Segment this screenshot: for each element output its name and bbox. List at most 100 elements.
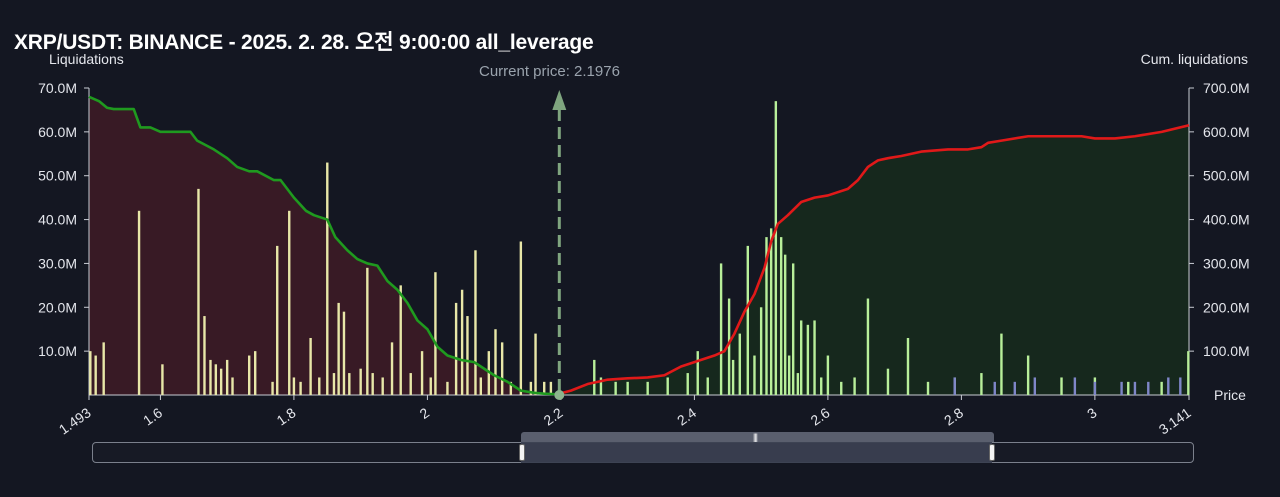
short-liquidation-bar: [94, 355, 97, 395]
short-liquidation-bar: [519, 241, 523, 395]
long-liquidation-bar: [791, 263, 795, 395]
long-liquidation-bar: [727, 298, 731, 395]
long-liquidation-bar: [926, 381, 930, 395]
short-liquidation-bar: [271, 381, 274, 395]
small-liquidation-bar: [1147, 381, 1150, 395]
small-liquidation-bar: [993, 381, 996, 395]
short-liquidation-bar: [102, 342, 105, 395]
long-liquidation-bar: [840, 381, 843, 395]
current-price-label: Current price: 2.1976: [479, 63, 620, 80]
long-liquidation-bar: [906, 337, 910, 395]
right-tick-label: 400.0M: [1203, 212, 1250, 228]
cum-short-area: [89, 96, 560, 396]
long-liquidation-bar: [783, 254, 787, 395]
short-liquidation-bar: [225, 359, 229, 395]
long-liquidation-bar: [1060, 377, 1063, 395]
long-liquidation-bar: [759, 307, 763, 395]
small-liquidation-bar: [953, 377, 956, 395]
range-start-handle[interactable]: [519, 444, 525, 461]
small-liquidation-bar: [1133, 381, 1137, 395]
long-liquidation-bar: [599, 377, 603, 395]
short-liquidation-bar: [254, 351, 257, 395]
long-liquidation-bar: [753, 355, 756, 395]
x-tick-label: 2.6: [807, 404, 832, 428]
x-tick-label: 3.141: [1156, 404, 1194, 437]
small-liquidation-bar: [1120, 381, 1123, 395]
small-liquidation-bar: [1179, 377, 1182, 395]
long-liquidation-bar: [866, 298, 870, 395]
right-axis-title: Cum. liquidations: [1140, 51, 1248, 67]
chart-title: XRP/USDT: BINANCE - 2025. 2. 28. 오전 9:00…: [14, 31, 594, 54]
long-liquidation-bar: [731, 359, 735, 395]
left-axis-title: Liquidations: [49, 51, 124, 67]
long-liquidation-bar: [1000, 333, 1003, 395]
short-liquidation-bar: [371, 373, 374, 395]
short-liquidation-bar: [332, 373, 336, 395]
long-liquidation-bar: [813, 320, 816, 395]
left-tick-label: 30.0M: [38, 255, 77, 271]
x-tick-label: 2: [417, 404, 433, 422]
short-liquidation-bar: [529, 381, 533, 395]
long-liquidation-bar: [774, 101, 778, 396]
long-liquidation-bar: [1187, 351, 1190, 395]
left-tick-label: 10.0M: [38, 343, 77, 359]
range-selection-window[interactable]: [521, 442, 992, 463]
x-tick-label: 1.6: [140, 404, 165, 428]
small-liquidation-bar: [1033, 377, 1037, 395]
short-liquidation-bar: [299, 381, 302, 395]
short-liquidation-bar: [420, 351, 424, 395]
short-liquidation-bar: [161, 364, 164, 395]
short-liquidation-bar: [466, 316, 469, 395]
long-liquidation-bar: [719, 263, 723, 395]
right-tick-label: 700.0M: [1203, 80, 1250, 96]
short-liquidation-bar: [348, 373, 351, 395]
right-tick-label: 500.0M: [1203, 168, 1250, 184]
x-tick-label: 1.8: [274, 404, 299, 428]
x-tick-label: 2.8: [941, 404, 966, 428]
long-liquidation-bar: [769, 228, 773, 395]
right-tick-label: 200.0M: [1203, 299, 1250, 315]
left-tick-label: 40.0M: [38, 212, 77, 228]
short-liquidation-bar: [500, 342, 504, 395]
left-tick-label: 70.0M: [38, 80, 77, 96]
long-liquidation-bar: [853, 377, 856, 395]
left-tick-label: 50.0M: [38, 168, 77, 184]
long-liquidation-bar: [626, 381, 629, 395]
short-liquidation-bar: [494, 329, 497, 395]
short-liquidation-bar: [309, 337, 312, 395]
short-liquidation-bar: [409, 373, 412, 395]
long-liquidation-bar: [1127, 381, 1130, 395]
small-liquidation-bar: [1073, 377, 1077, 395]
short-liquidation-bar: [359, 368, 362, 395]
long-liquidation-bar: [686, 373, 689, 395]
cum-short-line: [88, 95, 560, 397]
long-liquidation-bar: [696, 351, 699, 395]
short-liquidation-bar: [381, 377, 384, 395]
short-liquidation-bar: [231, 377, 234, 395]
short-liquidation-bar: [543, 381, 546, 395]
right-tick-label: 100.0M: [1203, 343, 1250, 359]
short-liquidation-bar: [276, 245, 279, 395]
long-liquidation-bar: [826, 355, 830, 395]
short-liquidation-bar: [534, 333, 537, 395]
left-tick-label: 20.0M: [38, 299, 77, 315]
long-liquidation-bar: [820, 377, 823, 395]
x-axis-title: Price: [1214, 387, 1246, 403]
x-tick-label: 2.4: [674, 404, 699, 428]
right-tick-label: 300.0M: [1203, 255, 1250, 271]
range-end-handle[interactable]: [989, 444, 995, 461]
range-drag-grip[interactable]: [521, 432, 994, 442]
small-liquidation-bar: [1167, 377, 1170, 395]
long-liquidation-bar: [806, 324, 810, 395]
grip-dots-icon: |||: [753, 432, 758, 442]
long-liquidation-bar: [886, 368, 890, 395]
long-liquidation-bar: [646, 381, 649, 395]
small-liquidation-bar: [1013, 381, 1016, 395]
long-liquidation-bar: [1160, 381, 1163, 395]
x-tick-label: 1.493: [56, 404, 94, 437]
short-liquidation-bar: [390, 342, 394, 395]
long-liquidation-bar: [765, 237, 768, 395]
long-liquidation-bar: [796, 373, 800, 395]
short-liquidation-bar: [434, 272, 437, 395]
small-liquidation-bar: [1093, 381, 1097, 395]
